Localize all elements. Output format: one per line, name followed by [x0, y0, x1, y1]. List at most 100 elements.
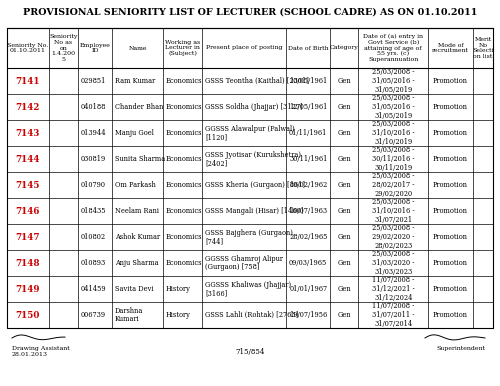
Text: Gen: Gen: [338, 77, 351, 85]
Text: 013944: 013944: [80, 129, 106, 137]
Text: 09/03/1965: 09/03/1965: [289, 259, 328, 267]
Text: 25/03/2008 -
29/02/2020 -
28/02/2023: 25/03/2008 - 29/02/2020 - 28/02/2023: [372, 224, 414, 250]
Text: 7146: 7146: [16, 207, 40, 215]
Text: Gen: Gen: [338, 181, 351, 189]
Text: Economics: Economics: [166, 259, 202, 267]
Text: PROVISIONAL SENIORITY LIST OF LECTURER (SCHOOL CADRE) AS ON 01.10.2011: PROVISIONAL SENIORITY LIST OF LECTURER (…: [23, 7, 477, 17]
Text: Working as
Lecturer in
(Subject): Working as Lecturer in (Subject): [165, 40, 200, 56]
Text: Employee
ID: Employee ID: [80, 43, 110, 53]
Text: 25/03/2008 -
31/10/2016 -
31/07/2021: 25/03/2008 - 31/10/2016 - 31/07/2021: [372, 198, 414, 223]
Text: 010790: 010790: [80, 181, 106, 189]
Text: 7148: 7148: [16, 259, 40, 267]
Text: 041459: 041459: [80, 285, 106, 293]
Text: 01/11/1961: 01/11/1961: [289, 129, 328, 137]
Text: 010893: 010893: [80, 259, 106, 267]
Text: 25/03/2008 -
31/05/2016 -
31/05/2019: 25/03/2008 - 31/05/2016 - 31/05/2019: [372, 68, 414, 93]
Text: Gen: Gen: [338, 207, 351, 215]
Text: Gen: Gen: [338, 129, 351, 137]
Text: Date of (a) entry in
Govt Service (b)
attaining of age of
55 yrs. (c)
Superannua: Date of (a) entry in Govt Service (b) at…: [364, 34, 424, 62]
Text: Promotion: Promotion: [433, 233, 468, 241]
Text: Promotion: Promotion: [433, 77, 468, 85]
Text: 7143: 7143: [16, 129, 40, 137]
Text: Ram Kumar: Ram Kumar: [115, 77, 155, 85]
Text: Name: Name: [128, 46, 147, 51]
Text: 25/03/2008 -
28/02/2017 -
29/02/2020: 25/03/2008 - 28/02/2017 - 29/02/2020: [372, 173, 414, 198]
Text: Gen: Gen: [338, 155, 351, 163]
Text: Mode of
recruitment: Mode of recruitment: [432, 43, 469, 53]
Text: Economics: Economics: [166, 103, 202, 111]
Text: Seniority No.
01.10.2011: Seniority No. 01.10.2011: [7, 43, 48, 53]
Text: 715/854: 715/854: [236, 348, 264, 356]
Text: Gen: Gen: [338, 311, 351, 319]
Text: GSSS Jyotisar (Kurukshetra)
[2402]: GSSS Jyotisar (Kurukshetra) [2402]: [205, 151, 301, 167]
Text: 7147: 7147: [16, 232, 40, 242]
Text: 28.01.2013: 28.01.2013: [12, 352, 48, 357]
Text: Economics: Economics: [166, 77, 202, 85]
Text: 01/01/1967: 01/01/1967: [289, 285, 328, 293]
Text: History: History: [166, 311, 190, 319]
Text: Promotion: Promotion: [433, 311, 468, 319]
Text: 040188: 040188: [80, 103, 106, 111]
Text: 7150: 7150: [16, 310, 40, 320]
Text: Gen: Gen: [338, 285, 351, 293]
Text: Promotion: Promotion: [433, 207, 468, 215]
Text: 7144: 7144: [16, 154, 40, 164]
Text: GGSSS Ghamroj Alipur
(Gurgaon) [758]: GGSSS Ghamroj Alipur (Gurgaon) [758]: [205, 255, 283, 271]
Text: 25/03/2008 -
31/03/2020 -
31/03/2023: 25/03/2008 - 31/03/2020 - 31/03/2023: [372, 251, 414, 276]
Text: Chander Bhan: Chander Bhan: [115, 103, 163, 111]
Text: Merit
No
Selecti
on list: Merit No Selecti on list: [472, 37, 494, 59]
Text: Gen: Gen: [338, 259, 351, 267]
Text: Manju Goel: Manju Goel: [115, 129, 154, 137]
Text: Economics: Economics: [166, 207, 202, 215]
Text: Neelam Rani: Neelam Rani: [115, 207, 159, 215]
Text: 7149: 7149: [16, 284, 40, 293]
Text: 12/05/1961: 12/05/1961: [289, 103, 328, 111]
Text: Promotion: Promotion: [433, 259, 468, 267]
Text: GSSS Lahli (Rohtak) [2763]: GSSS Lahli (Rohtak) [2763]: [205, 311, 298, 319]
Bar: [7, 28, 493, 328]
Text: Sunita Sharma: Sunita Sharma: [115, 155, 165, 163]
Text: Economics: Economics: [166, 155, 202, 163]
Text: 010802: 010802: [80, 233, 106, 241]
Text: 11/07/2008 -
31/12/2021 -
31/12/2024: 11/07/2008 - 31/12/2021 - 31/12/2024: [372, 276, 414, 301]
Text: Drawing Assistant: Drawing Assistant: [12, 346, 70, 351]
Text: Seniority
No as
on
1.4.200
5: Seniority No as on 1.4.200 5: [49, 34, 78, 62]
Text: Promotion: Promotion: [433, 285, 468, 293]
Text: 029851: 029851: [80, 77, 106, 85]
Text: GGSSS Khaliwas (Jhajjar)
[3166]: GGSSS Khaliwas (Jhajjar) [3166]: [205, 281, 291, 297]
Text: 006739: 006739: [80, 311, 106, 319]
Text: Darshna
Kumari: Darshna Kumari: [115, 307, 143, 323]
Text: Om Parkash: Om Parkash: [115, 181, 156, 189]
Text: GSSS Soldha (Jhajjar) [3127]: GSSS Soldha (Jhajjar) [3127]: [205, 103, 302, 111]
Text: Economics: Economics: [166, 129, 202, 137]
Text: Superintendent: Superintendent: [436, 346, 485, 351]
Text: Gen: Gen: [338, 233, 351, 241]
Text: Category: Category: [330, 46, 359, 51]
Text: Gen: Gen: [338, 103, 351, 111]
Text: 11/07/2008 -
31/07/2011 -
31/07/2014: 11/07/2008 - 31/07/2011 - 31/07/2014: [372, 302, 414, 328]
Text: Anju Sharma: Anju Sharma: [115, 259, 158, 267]
Text: 7145: 7145: [16, 181, 40, 190]
Text: Promotion: Promotion: [433, 129, 468, 137]
Text: 28/02/1965: 28/02/1965: [289, 233, 328, 241]
Text: 7141: 7141: [16, 76, 40, 86]
Text: GSSS Bajghera (Gurgaon)
[744]: GSSS Bajghera (Gurgaon) [744]: [205, 229, 293, 245]
Text: Present place of posting: Present place of posting: [206, 46, 282, 51]
Text: 10/05/1961: 10/05/1961: [289, 77, 328, 85]
Text: Savita Devi: Savita Devi: [115, 285, 154, 293]
Text: 30/11/1961: 30/11/1961: [289, 155, 328, 163]
Text: 25/03/2008 -
31/10/2016 -
31/10/2019: 25/03/2008 - 31/10/2016 - 31/10/2019: [372, 120, 414, 146]
Text: GGSSS Alawalpur (Palwal)
[1120]: GGSSS Alawalpur (Palwal) [1120]: [205, 125, 294, 141]
Text: Economics: Economics: [166, 233, 202, 241]
Text: 030819: 030819: [80, 155, 106, 163]
Text: GSSS Kheria (Gurgaon) [861]: GSSS Kheria (Gurgaon) [861]: [205, 181, 305, 189]
Text: Promotion: Promotion: [433, 103, 468, 111]
Text: 19/07/1956: 19/07/1956: [289, 311, 328, 319]
Text: GSSS Mangali (Hisar) [1460]: GSSS Mangali (Hisar) [1460]: [205, 207, 304, 215]
Text: GSSS Teontha (Kaithal) [2301]: GSSS Teontha (Kaithal) [2301]: [205, 77, 309, 85]
Text: 10/02/1962: 10/02/1962: [289, 181, 328, 189]
Text: Date of Birth: Date of Birth: [288, 46, 329, 51]
Text: 10/07/1963: 10/07/1963: [289, 207, 328, 215]
Text: 25/03/2008 -
31/05/2016 -
31/05/2019: 25/03/2008 - 31/05/2016 - 31/05/2019: [372, 95, 414, 120]
Text: 7142: 7142: [16, 103, 40, 112]
